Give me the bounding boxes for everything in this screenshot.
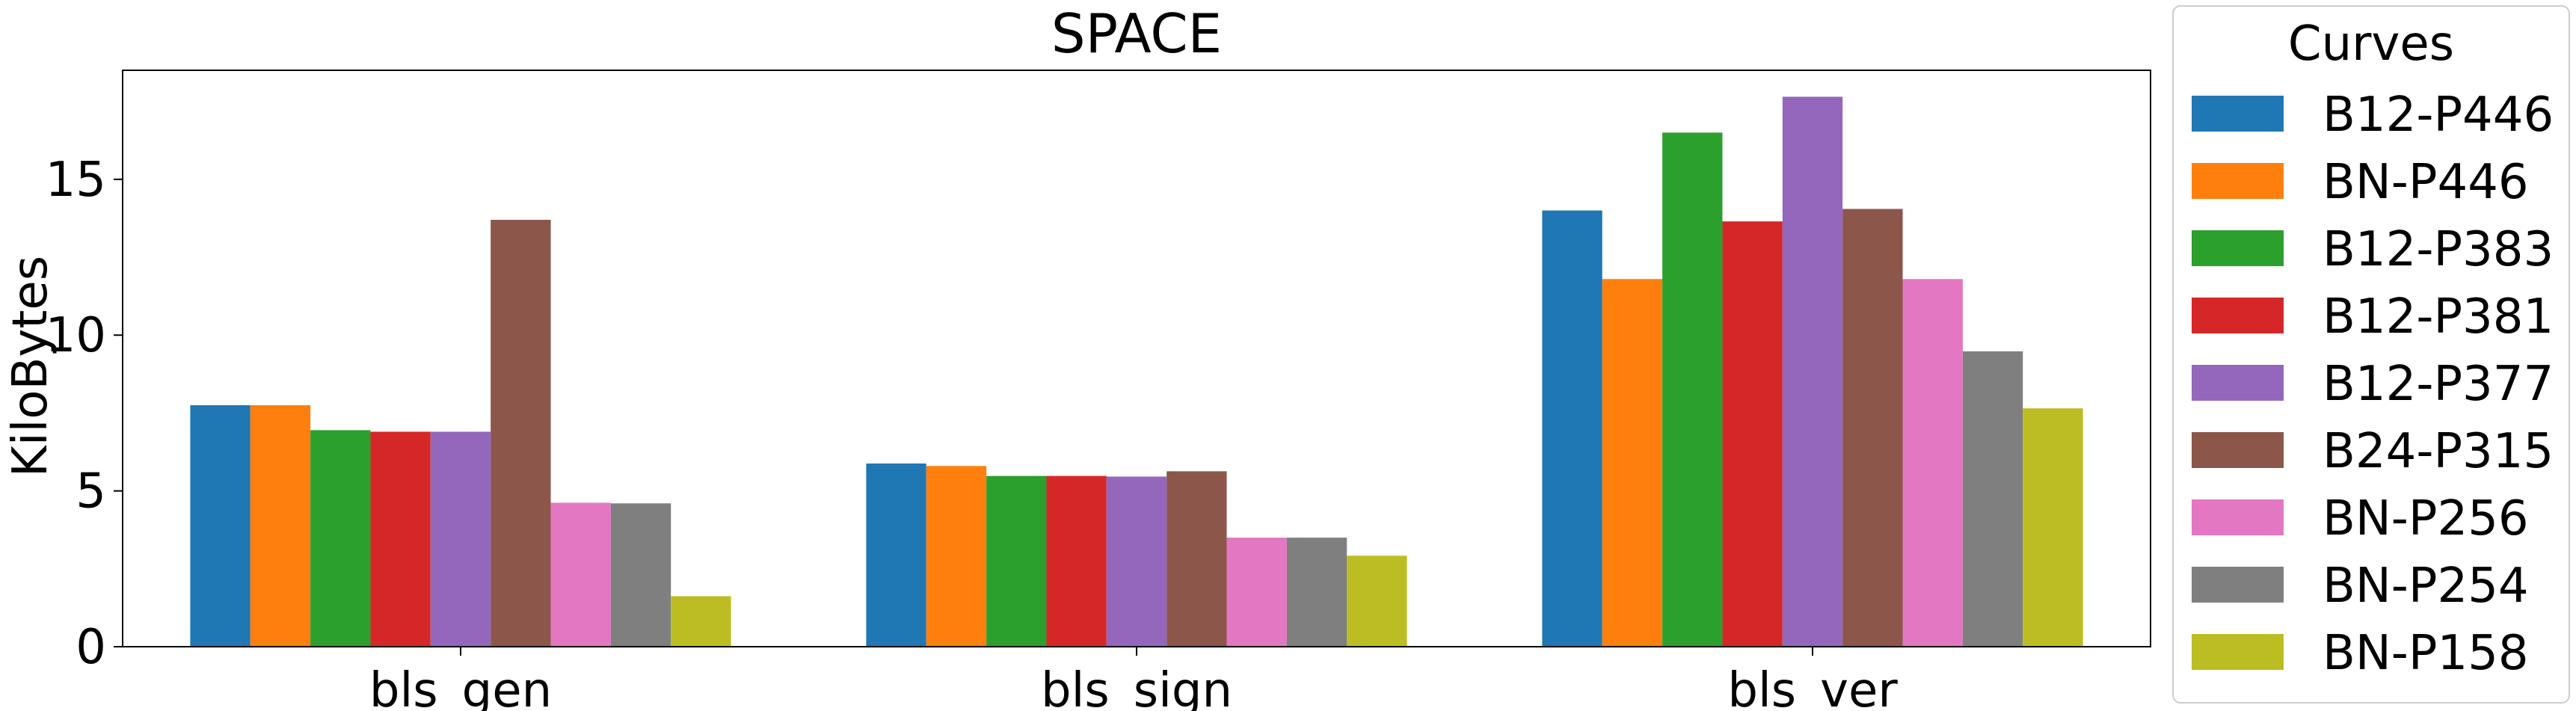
x-tick-label: bls_sign [1041, 663, 1232, 711]
y-axis-ticks: 0 5 10 15 [46, 153, 123, 675]
y-tick-label: 5 [76, 464, 106, 520]
legend-swatch [2192, 230, 2284, 266]
bar [610, 503, 671, 647]
bar [310, 430, 371, 647]
legend-entry-label: B12-P377 [2323, 357, 2554, 412]
legend-title: Curves [2288, 16, 2454, 72]
bars-group [190, 96, 2083, 647]
bar [1347, 555, 1407, 647]
legend-entry-label: B12-P383 [2323, 222, 2554, 277]
y-tick-label: 0 [76, 620, 106, 675]
bar [866, 463, 926, 647]
x-axis-ticks: bls_gen bls_sign bls_ver [369, 647, 1898, 711]
legend-entry-label: BN-P254 [2323, 558, 2529, 614]
bar [1782, 96, 1843, 647]
bar [491, 220, 551, 647]
x-tick-label: bls_ver [1727, 663, 1898, 711]
bar [1662, 132, 1723, 647]
legend-swatch [2192, 163, 2284, 199]
bar [1286, 538, 1347, 647]
bar [986, 475, 1047, 647]
legend-entry-label: B24-P315 [2323, 424, 2554, 479]
chart-title: SPACE [1051, 2, 1222, 65]
legend-swatch [2192, 365, 2284, 401]
legend-swatch [2192, 298, 2284, 333]
bar [1542, 210, 1602, 647]
legend-swatch [2192, 634, 2284, 670]
bar [1166, 471, 1227, 647]
bar [1722, 221, 1783, 647]
bar [671, 596, 731, 647]
bar [250, 405, 311, 647]
legend-entry-label: B12-P381 [2323, 289, 2554, 345]
bar [430, 431, 491, 647]
legend-entry-label: BN-P256 [2323, 491, 2529, 547]
bar [1962, 351, 2023, 647]
legend: Curves B12-P446 BN-P446 B12-P383 B12-P381 B1… [2172, 5, 2570, 704]
y-axis-label: KiloBytes [3, 256, 58, 477]
bar [1842, 209, 1903, 647]
bar [550, 502, 611, 647]
x-tick-label: bls_gen [369, 663, 552, 711]
legend-swatch [2192, 96, 2284, 132]
bar [2023, 408, 2083, 647]
legend-entry-label: B12-P446 [2323, 87, 2554, 143]
legend-swatch [2192, 567, 2284, 603]
bar [1902, 279, 1963, 647]
legend-swatch [2192, 499, 2284, 535]
bar [1226, 538, 1287, 647]
bar [926, 466, 987, 647]
bar [1602, 279, 1663, 647]
legend-entry-label: BN-P158 [2323, 626, 2529, 681]
bar [190, 405, 250, 647]
bar [1106, 476, 1167, 647]
y-tick-label: 10 [46, 308, 106, 363]
y-tick-label: 15 [46, 153, 106, 208]
legend-entry-label: BN-P446 [2323, 155, 2529, 210]
legend-swatch [2192, 432, 2284, 468]
bar [1046, 475, 1107, 647]
bar [370, 431, 431, 647]
